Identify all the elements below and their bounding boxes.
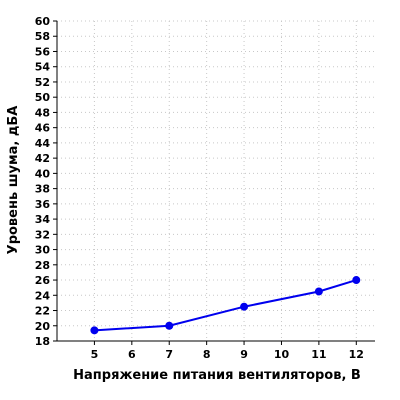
- data-point: [165, 321, 174, 330]
- y-tick-label: 38: [35, 183, 50, 196]
- x-tick-label: 5: [91, 348, 99, 361]
- y-tick-label: 18: [35, 335, 50, 348]
- y-tick-label: 22: [35, 305, 50, 318]
- data-point: [240, 302, 249, 311]
- grid: [57, 20, 375, 341]
- y-tick-label: 24: [35, 289, 51, 302]
- data-point: [314, 287, 323, 296]
- y-tick-label: 26: [35, 274, 51, 287]
- x-tick-label: 6: [128, 348, 136, 361]
- y-tick-label: 46: [35, 122, 51, 135]
- y-tick-label: 34: [35, 213, 51, 226]
- y-tick-label: 52: [35, 76, 50, 89]
- y-tick-label: 58: [35, 30, 50, 43]
- y-tick-label: 42: [35, 152, 50, 165]
- series-layer: [90, 276, 361, 335]
- y-tick-label: 50: [35, 91, 51, 104]
- x-tick-label: 10: [274, 348, 290, 361]
- data-point: [352, 276, 361, 285]
- y-tick-label: 60: [35, 15, 51, 28]
- data-point: [90, 326, 99, 335]
- y-tick-label: 20: [35, 320, 51, 333]
- y-tick-label: 30: [35, 244, 51, 257]
- x-tick-label: 8: [203, 348, 211, 361]
- axes: [53, 20, 375, 345]
- tick-labels: 1820222426283032343638404244464850525456…: [35, 15, 364, 361]
- x-tick-label: 11: [311, 348, 326, 361]
- y-axis-title: Уровень шума, дБА: [6, 106, 21, 255]
- x-tick-label: 7: [165, 348, 173, 361]
- y-tick-label: 36: [35, 198, 51, 211]
- y-tick-label: 44: [35, 137, 51, 150]
- series-line: [94, 279, 357, 332]
- y-tick-label: 40: [35, 167, 51, 180]
- y-tick-label: 54: [35, 61, 51, 74]
- y-tick-label: 56: [35, 45, 51, 58]
- y-tick-label: 28: [35, 259, 50, 272]
- y-tick-label: 32: [35, 228, 50, 241]
- y-tick-label: 48: [35, 106, 50, 119]
- x-axis-title: Напряжение питания вентиляторов, В: [73, 368, 361, 383]
- x-tick-label: 9: [240, 348, 248, 361]
- x-tick-label: 12: [349, 348, 364, 361]
